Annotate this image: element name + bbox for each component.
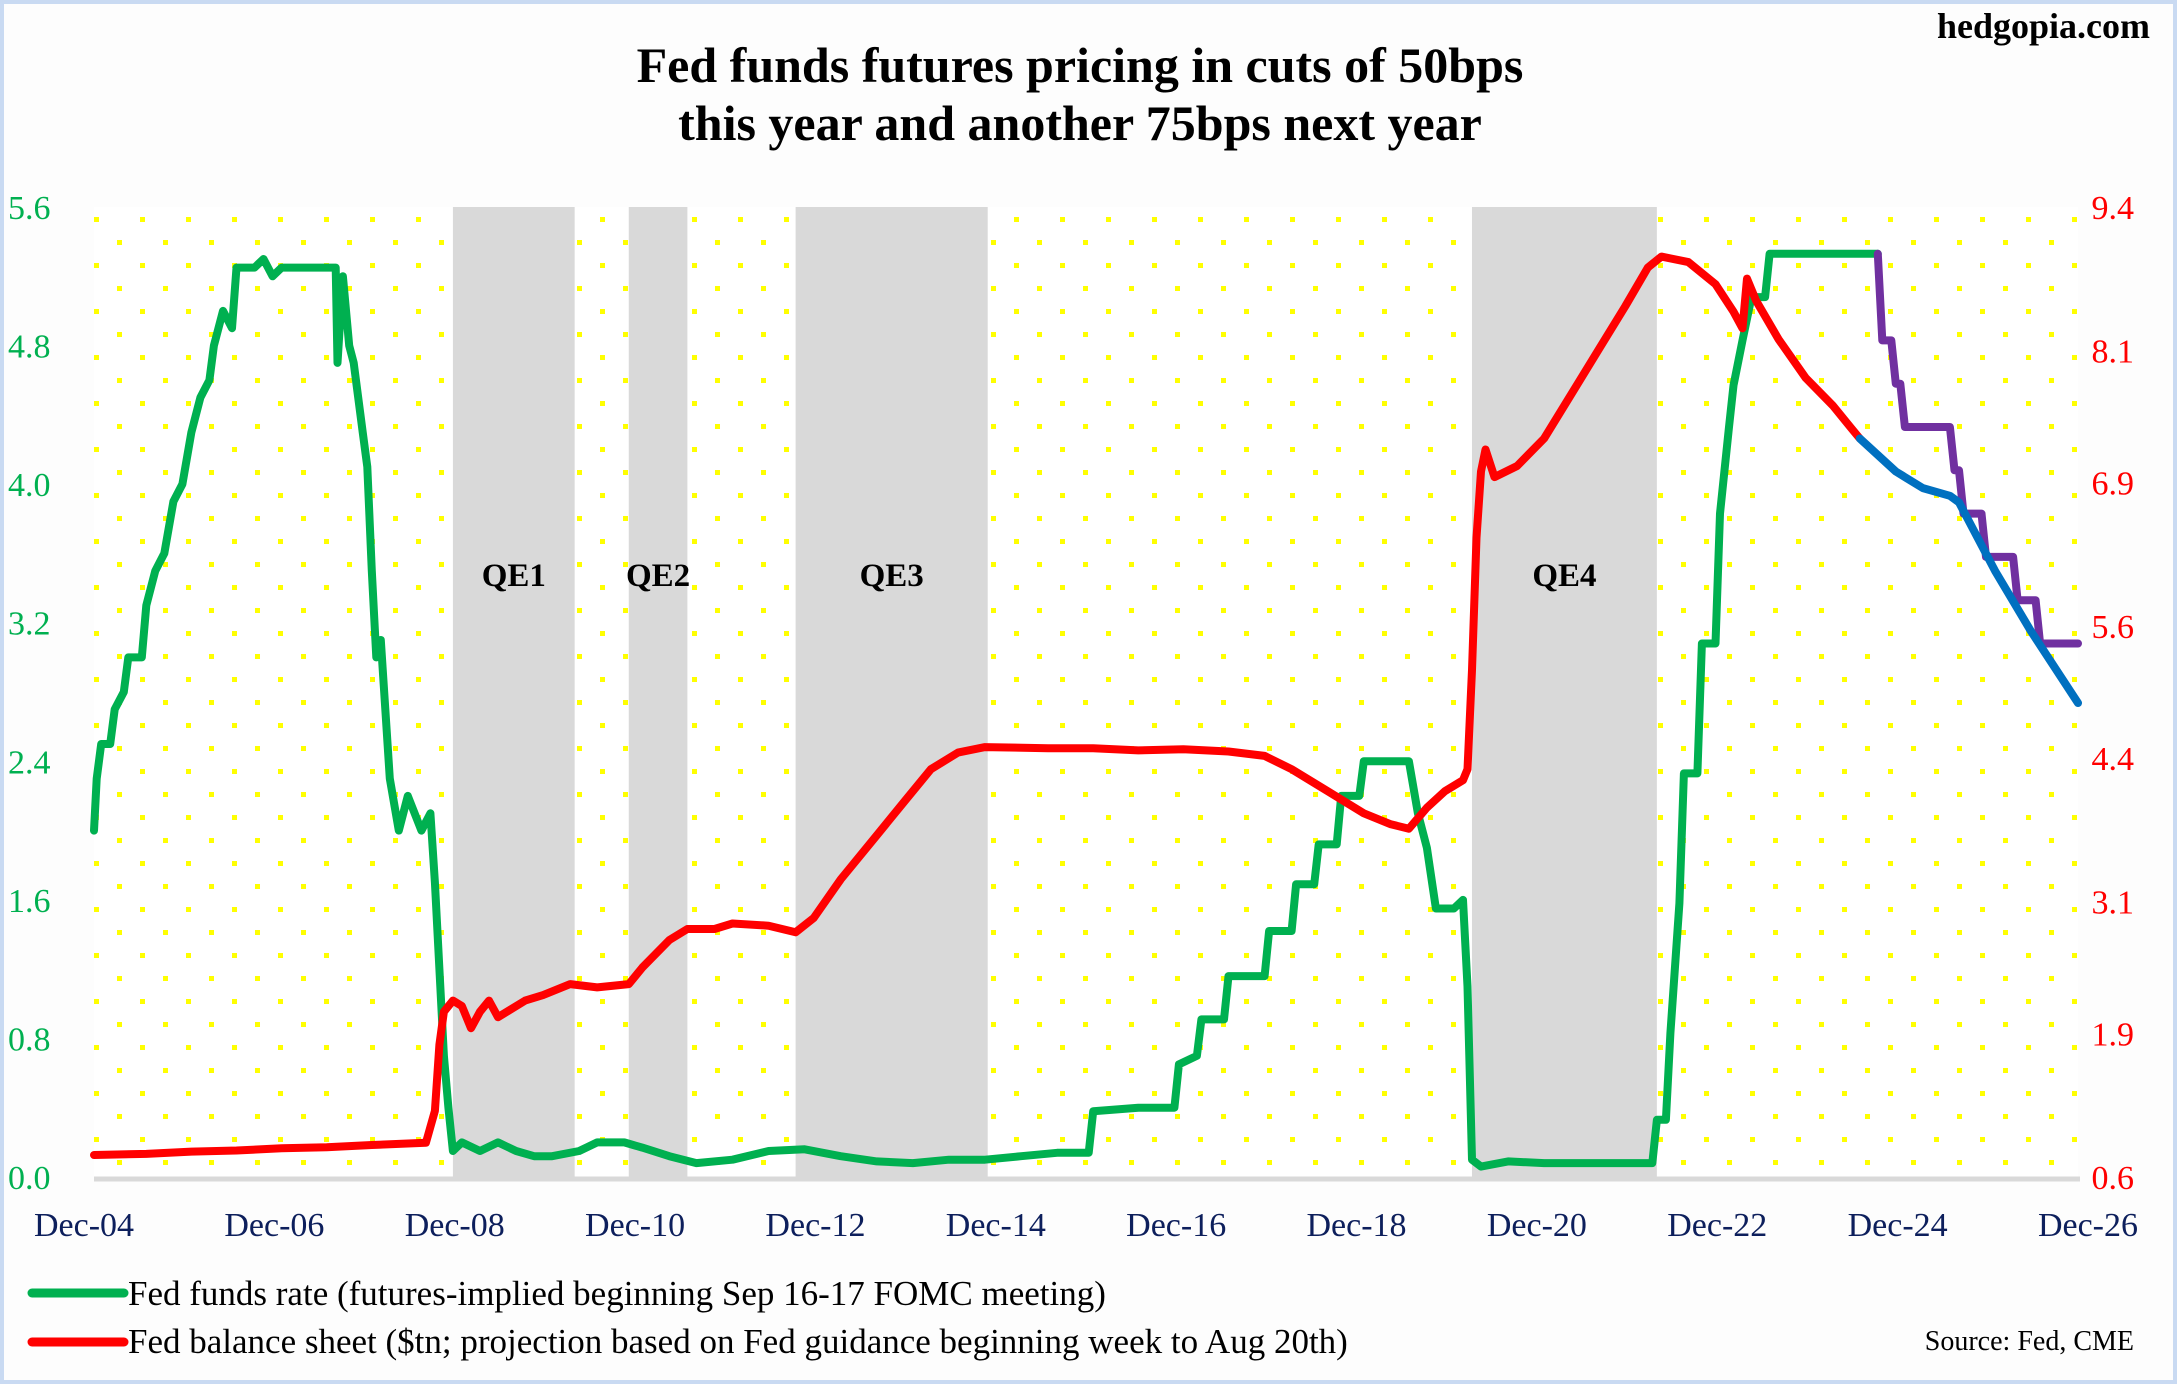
x-tick-label: Dec-06 bbox=[224, 1207, 324, 1244]
x-tick-label: Dec-12 bbox=[765, 1207, 865, 1244]
y-left-tick-label: 0.8 bbox=[8, 1021, 51, 1058]
y-right-tick-label: 8.1 bbox=[2092, 333, 2135, 370]
x-tick-label: Dec-16 bbox=[1126, 1207, 1226, 1244]
qe-label-qe3: QE3 bbox=[860, 558, 924, 594]
qe-label-qe4: QE4 bbox=[1532, 558, 1596, 594]
shaded-region-qe4 bbox=[1471, 207, 1657, 1177]
y-right-tick-label: 1.9 bbox=[2092, 1017, 2135, 1054]
series-line-2 bbox=[90, 252, 1864, 1159]
x-tick-label: Dec-24 bbox=[1848, 1207, 1948, 1244]
legend: Fed funds rate (futures-implied beginnin… bbox=[27, 1274, 1348, 1361]
x-tick-label: Dec-14 bbox=[946, 1207, 1046, 1244]
qe-label-qe2: QE2 bbox=[626, 558, 690, 594]
brand-label: hedgopia.com bbox=[1937, 6, 2150, 46]
x-tick-label: Dec-26 bbox=[2038, 1207, 2138, 1244]
y-right-tick-label: 0.6 bbox=[2092, 1160, 2135, 1197]
x-tick-label: Dec-10 bbox=[585, 1207, 685, 1244]
y-right-tick-label: 3.1 bbox=[2092, 884, 2135, 921]
series-line-1 bbox=[1873, 249, 2082, 648]
x-tick-label: Dec-20 bbox=[1487, 1207, 1587, 1244]
plot-grid-dots bbox=[94, 207, 2078, 1177]
x-tick-label: Dec-18 bbox=[1307, 1207, 1407, 1244]
chart-title-line-2: this year and another 75bps next year bbox=[678, 95, 1482, 151]
shaded-region-qe3 bbox=[795, 207, 988, 1177]
legend-label-balance-sheet: Fed balance sheet ($tn; projection based… bbox=[128, 1322, 1348, 1361]
x-tick-label: Dec-08 bbox=[405, 1207, 505, 1244]
y-right-tick-label: 9.4 bbox=[2092, 190, 2135, 227]
shaded-region-qe2 bbox=[628, 207, 688, 1177]
series-line-3 bbox=[1855, 434, 2082, 707]
x-tick-label: Dec-22 bbox=[1667, 1207, 1767, 1244]
y-right-tick-label: 4.4 bbox=[2092, 741, 2135, 778]
chart-title-line-1: Fed funds futures pricing in cuts of 50b… bbox=[637, 37, 1524, 93]
y-left-tick-label: 3.2 bbox=[8, 606, 51, 643]
y-left-tick-label: 0.0 bbox=[8, 1160, 51, 1197]
legend-label-fed-funds: Fed funds rate (futures-implied beginnin… bbox=[128, 1274, 1106, 1313]
source-note: Source: Fed, CME bbox=[1925, 1326, 2134, 1357]
y-right-tick-label: 6.9 bbox=[2092, 466, 2135, 503]
x-tick-label: Dec-04 bbox=[34, 1207, 134, 1244]
y-right-tick-label: 5.6 bbox=[2092, 609, 2135, 646]
y-left-tick-label: 5.6 bbox=[8, 190, 51, 227]
series-line-0 bbox=[90, 249, 1882, 1171]
y-left-tick-label: 2.4 bbox=[8, 744, 51, 781]
y-left-tick-label: 4.8 bbox=[8, 329, 51, 366]
shaded-region-qe1 bbox=[452, 207, 575, 1177]
y-left-tick-label: 1.6 bbox=[8, 883, 51, 920]
qe-label-qe1: QE1 bbox=[482, 558, 546, 594]
y-left-tick-label: 4.0 bbox=[8, 467, 51, 504]
